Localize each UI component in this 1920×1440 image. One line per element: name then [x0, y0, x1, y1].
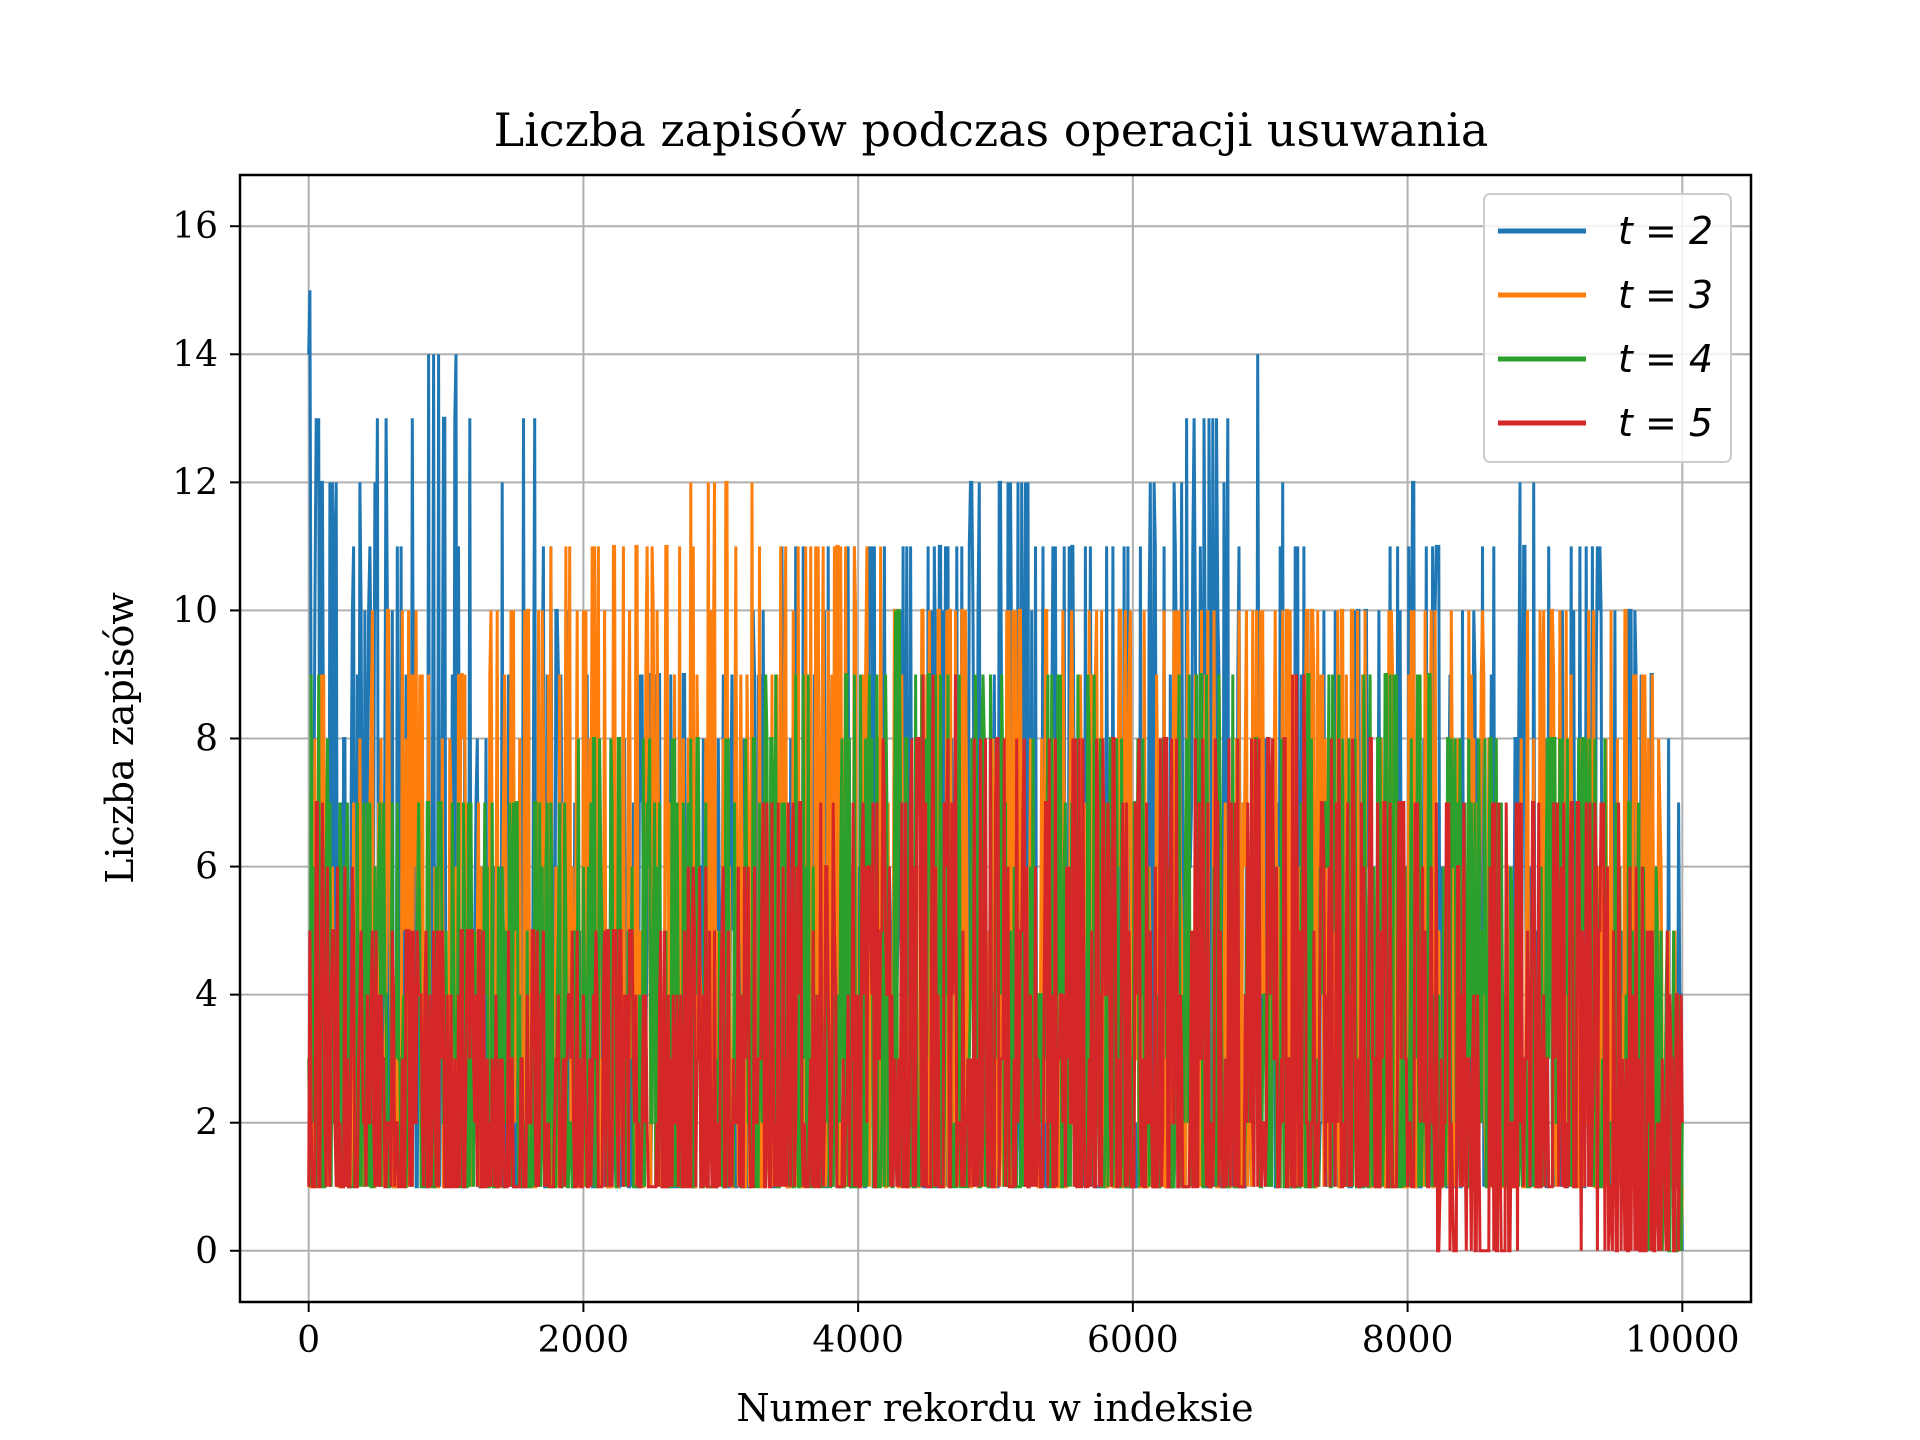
series-line-t5	[307, 674, 1684, 1253]
x-axis-label: Numer rekordu w indeksie	[736, 1386, 1253, 1430]
x-tick-label: 10000	[1625, 1320, 1740, 1361]
y-tick-label: 12	[172, 462, 218, 503]
x-axis-ticks: 0 2000 4000 6000 8000 10000	[297, 1302, 1740, 1361]
y-tick-label: 0	[195, 1231, 218, 1272]
legend-label: t = 5	[1618, 401, 1713, 445]
legend-label: t = 4	[1618, 337, 1713, 381]
y-tick-label: 8	[195, 719, 218, 760]
y-axis-ticks: 0 2 4 6 8 10 12 14 16	[172, 206, 240, 1272]
x-tick-label: 6000	[1087, 1320, 1179, 1361]
x-tick-label: 8000	[1362, 1320, 1454, 1361]
legend: t = 2 t = 3 t = 4 t = 5	[1483, 193, 1732, 463]
x-tick-label: 2000	[538, 1320, 630, 1361]
legend-box	[1483, 193, 1732, 463]
series-layer	[307, 290, 1684, 1253]
y-tick-label: 6	[195, 847, 218, 888]
legend-label: t = 2	[1618, 209, 1713, 253]
x-tick-label: 0	[297, 1320, 320, 1361]
x-tick-label: 4000	[812, 1320, 904, 1361]
y-tick-label: 10	[172, 590, 218, 631]
y-tick-label: 14	[172, 334, 218, 375]
chart-title: Liczba zapisów podczas operacji usuwania	[494, 103, 1489, 157]
legend-label: t = 3	[1618, 273, 1713, 317]
y-tick-label: 4	[195, 975, 218, 1016]
y-axis-label: Liczba zapisów	[98, 592, 142, 884]
y-tick-label: 2	[195, 1103, 218, 1144]
y-tick-label: 16	[172, 206, 218, 247]
